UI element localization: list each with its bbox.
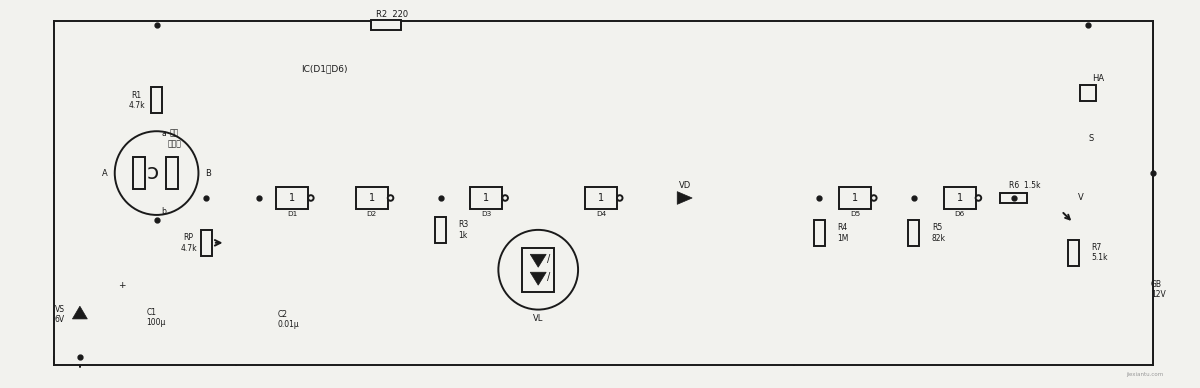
Text: C2
0.01μ: C2 0.01μ: [277, 310, 299, 329]
Text: +: +: [118, 281, 126, 290]
Text: VD: VD: [678, 180, 691, 189]
Text: RP
4.7k: RP 4.7k: [180, 233, 197, 253]
Circle shape: [617, 195, 623, 201]
Text: IC(D1～D6): IC(D1～D6): [301, 64, 348, 73]
Text: R5
82k: R5 82k: [932, 223, 946, 242]
Text: A: A: [102, 168, 108, 178]
Text: HA: HA: [1092, 74, 1104, 83]
Polygon shape: [530, 272, 546, 285]
Bar: [371, 20, 401, 29]
Bar: [436, 217, 446, 243]
Text: /: /: [546, 272, 550, 282]
Bar: [1080, 85, 1097, 101]
Text: b: b: [162, 208, 167, 217]
Text: R2  220: R2 220: [376, 10, 408, 19]
Bar: [814, 220, 824, 246]
Bar: [908, 220, 919, 246]
Polygon shape: [677, 192, 692, 204]
Bar: [522, 248, 554, 292]
Polygon shape: [72, 306, 88, 319]
Circle shape: [503, 195, 508, 201]
Bar: [54, 21, 1153, 365]
Text: D1: D1: [287, 211, 298, 217]
Text: 气敏
传感器: 气敏 传感器: [168, 128, 181, 148]
Text: V: V: [1079, 194, 1084, 203]
Bar: [133, 157, 145, 189]
Text: D6: D6: [954, 211, 965, 217]
Circle shape: [871, 195, 877, 201]
Text: D3: D3: [481, 211, 492, 217]
Bar: [166, 157, 178, 189]
Polygon shape: [530, 254, 546, 267]
Text: R4
1M: R4 1M: [838, 223, 848, 242]
Text: 1: 1: [852, 193, 858, 203]
Bar: [470, 187, 503, 209]
Text: R7
5.1k: R7 5.1k: [1091, 243, 1108, 263]
Text: /: /: [546, 254, 550, 264]
Text: C1
100μ: C1 100μ: [146, 308, 166, 327]
Circle shape: [308, 195, 313, 201]
Text: VS
6V: VS 6V: [55, 305, 65, 324]
Text: 1: 1: [484, 193, 490, 203]
Text: 1: 1: [368, 193, 374, 203]
Text: GB
12V: GB 12V: [1151, 280, 1165, 300]
Circle shape: [388, 195, 394, 201]
Text: 1: 1: [956, 193, 962, 203]
Text: jiexiantu.com: jiexiantu.com: [1126, 372, 1163, 378]
Text: VL: VL: [533, 314, 544, 323]
Text: a: a: [162, 129, 167, 138]
Circle shape: [115, 131, 198, 215]
Bar: [356, 187, 388, 209]
Circle shape: [498, 230, 578, 310]
Text: R1
4.7k: R1 4.7k: [128, 91, 145, 110]
Text: 1: 1: [598, 193, 604, 203]
Bar: [151, 87, 162, 113]
Bar: [586, 187, 617, 209]
Bar: [839, 187, 871, 209]
Text: D5: D5: [850, 211, 860, 217]
Bar: [943, 187, 976, 209]
Bar: [200, 230, 212, 256]
Text: 1: 1: [289, 193, 295, 203]
Bar: [1068, 240, 1079, 266]
Text: S: S: [1088, 134, 1094, 143]
Text: B: B: [205, 168, 211, 178]
Circle shape: [976, 195, 982, 201]
Text: ɔ: ɔ: [146, 163, 158, 183]
Text: R6  1.5k: R6 1.5k: [1008, 180, 1040, 189]
Bar: [276, 187, 308, 209]
Text: D2: D2: [367, 211, 377, 217]
Text: R3
1k: R3 1k: [458, 220, 469, 239]
Text: D4: D4: [596, 211, 606, 217]
Bar: [1000, 193, 1027, 203]
